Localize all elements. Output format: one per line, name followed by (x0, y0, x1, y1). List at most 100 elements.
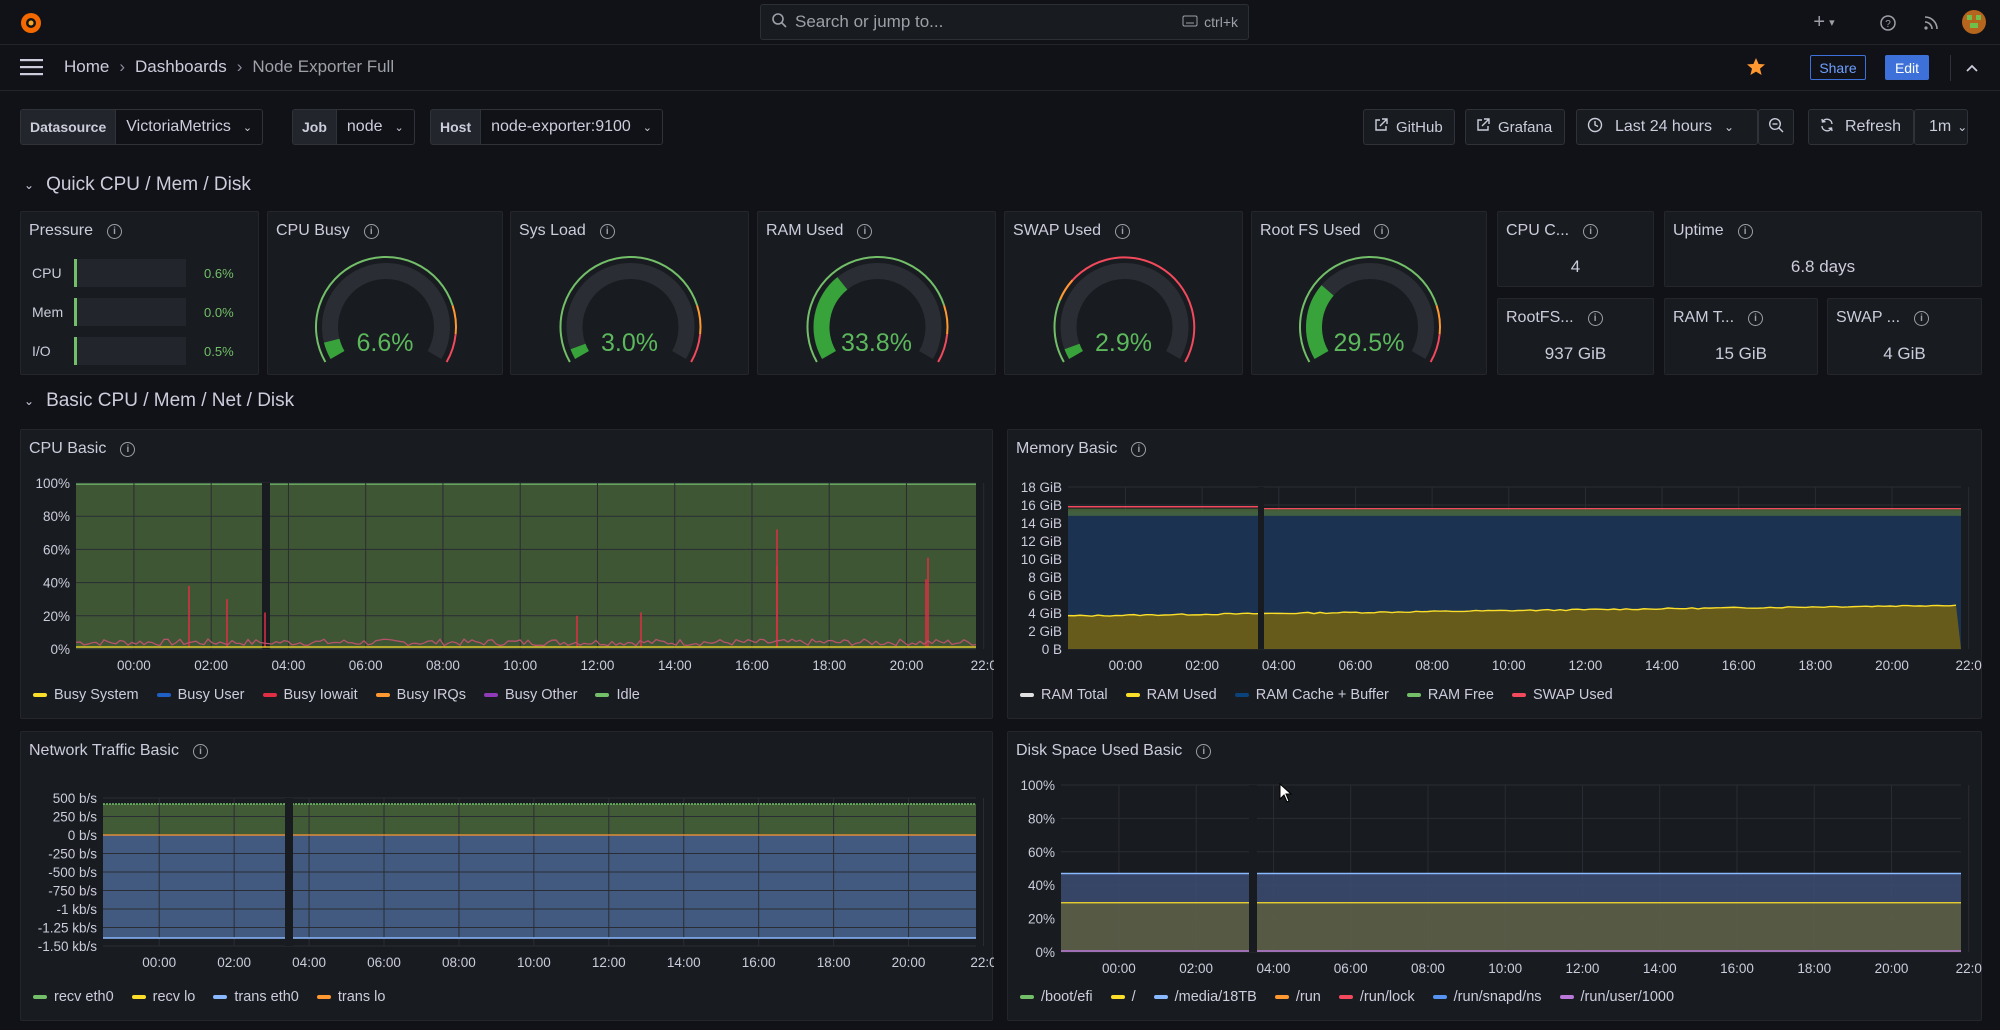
media-18tb-area (1061, 873, 1961, 903)
x-tick-label: 16:00 (1722, 658, 1756, 673)
info-icon[interactable]: i (1196, 743, 1212, 759)
y-tick-label: 500 b/s (53, 791, 98, 806)
search-input[interactable]: Search or jump to... ctrl+k (760, 4, 1249, 40)
refresh-interval-picker[interactable]: 1m ⌄ (1914, 109, 1968, 145)
legend-label: Busy IRQs (396, 687, 466, 703)
info-icon[interactable]: i (857, 223, 873, 239)
legend-item[interactable]: Busy IRQs (375, 687, 466, 703)
chart-legend: Busy System Busy User Busy Iowait Busy IRQs… (33, 687, 640, 703)
legend-item[interactable]: RAM Free (1406, 687, 1494, 703)
host-variable[interactable]: Host node-exporter:9100 ⌄ (430, 109, 663, 145)
divider (1950, 55, 1951, 81)
legend-item[interactable]: /boot/efi (1020, 989, 1093, 1005)
panel-title-text: Sys Load (519, 222, 586, 239)
legend-item[interactable]: /run (1274, 989, 1321, 1005)
datasource-variable[interactable]: Datasource VictoriaMetrics ⌄ (20, 109, 264, 145)
star-icon[interactable] (1746, 57, 1766, 77)
panel-title: RAM Used i (766, 222, 873, 240)
legend-item[interactable]: /media/18TB (1153, 989, 1257, 1005)
legend-item[interactable]: Busy Other (483, 687, 578, 703)
job-label: Job (292, 109, 337, 145)
refresh-button[interactable]: Refresh (1808, 109, 1914, 145)
y-tick-label: -1 kb/s (56, 902, 97, 917)
legend-item[interactable]: RAM Used (1125, 687, 1217, 703)
gauge (1299, 255, 1441, 363)
info-icon[interactable]: i (1914, 310, 1930, 326)
chevron-up-icon[interactable] (1962, 58, 1982, 78)
network-traffic-chart[interactable]: 500 b/s 250 b/s 0 b/s -250 b/s -500 b/s -750 … (21, 732, 994, 1022)
legend-item[interactable]: trans eth0 (213, 989, 299, 1005)
pressure-label: I/O (32, 343, 51, 359)
cpu-basic-chart[interactable]: 100% 80% 60% 40% 20% 0% 00:00 02:00 04:00 06:00 08… (21, 430, 994, 720)
y-tick-label: 100% (35, 476, 70, 491)
help-icon[interactable]: ? (1877, 12, 1899, 34)
legend-label: Busy Other (504, 687, 578, 703)
info-icon[interactable]: i (1748, 310, 1764, 326)
breadcrumb-dashboards[interactable]: Dashboards (135, 57, 227, 76)
github-link-button[interactable]: GitHub (1363, 109, 1455, 145)
disk-space-chart[interactable]: 100% 80% 60% 40% 20% 0% 00:00 02:00 04:00 06:00 08… (1008, 732, 1983, 1022)
legend-item[interactable]: Idle (595, 687, 640, 703)
shortcut-text: ctrl+k (1204, 14, 1238, 30)
news-feed-icon[interactable] (1920, 12, 1942, 34)
panel-title: RAM T... i (1673, 309, 1764, 327)
row-title: Quick CPU / Mem / Disk (46, 174, 251, 195)
info-icon[interactable]: i (599, 223, 615, 239)
panel-title-text: CPU Busy (276, 222, 350, 239)
memory-basic-chart[interactable]: 18 GiB 16 GiB 14 GiB 12 GiB 10 GiB 8 GiB 6 GiB… (1008, 430, 1983, 720)
avatar[interactable] (1962, 10, 1986, 34)
legend-item[interactable]: /run/lock (1338, 989, 1415, 1005)
host-select[interactable]: node-exporter:9100 ⌄ (481, 109, 663, 145)
job-variable[interactable]: Job node ⌄ (292, 109, 415, 145)
add-button[interactable]: + ▾ (1806, 10, 1842, 34)
breadcrumb-current: Node Exporter Full (252, 57, 395, 76)
legend-swatch (33, 995, 47, 999)
x-tick-label: 02:00 (1179, 961, 1213, 976)
gauge-value: 29.5% (1333, 329, 1405, 357)
legend-item[interactable]: / (1110, 989, 1136, 1005)
legend-item[interactable]: Busy User (156, 687, 245, 703)
breadcrumb-home[interactable]: Home (64, 57, 110, 76)
info-icon[interactable]: i (1583, 223, 1599, 239)
legend-item[interactable]: Busy Iowait (262, 687, 358, 703)
datasource-select[interactable]: VictoriaMetrics ⌄ (116, 109, 264, 145)
info-icon[interactable]: i (1115, 223, 1131, 239)
row-basic-header[interactable]: ⌄ Basic CPU / Mem / Net / Disk (24, 390, 294, 412)
legend-item[interactable]: SWAP Used (1511, 687, 1613, 703)
info-icon[interactable]: i (1374, 223, 1390, 239)
gauge (806, 255, 949, 363)
legend-item[interactable]: trans lo (316, 989, 385, 1005)
legend-item[interactable]: Busy System (33, 687, 139, 703)
info-icon[interactable]: i (1737, 223, 1753, 239)
legend-item[interactable]: RAM Cache + Buffer (1234, 687, 1389, 703)
grafana-link-button[interactable]: Grafana (1465, 109, 1565, 145)
edit-button[interactable]: Edit (1885, 55, 1929, 80)
legend-item[interactable]: recv eth0 (33, 989, 114, 1005)
share-button[interactable]: Share (1810, 55, 1866, 80)
network-traffic-basic-panel: Network Traffic Basic i 500 b/s 250 b/s 0 b… (20, 731, 994, 1022)
x-tick-label: 20:00 (890, 658, 924, 673)
info-icon[interactable]: i (120, 441, 136, 457)
gauge (559, 255, 702, 363)
legend-swatch (1020, 693, 1034, 697)
info-icon[interactable]: i (363, 223, 379, 239)
menu-icon[interactable] (20, 58, 44, 76)
top-bar (0, 0, 2000, 45)
pressure-label: Mem (32, 304, 64, 320)
zoom-out-button[interactable] (1758, 109, 1794, 145)
row-quick-header[interactable]: ⌄ Quick CPU / Mem / Disk (24, 174, 251, 196)
grafana-logo[interactable] (18, 10, 44, 36)
x-tick-label: 18:00 (1797, 961, 1831, 976)
legend-item[interactable]: RAM Total (1020, 687, 1108, 703)
info-icon[interactable]: i (192, 743, 208, 759)
info-icon[interactable]: i (1587, 310, 1603, 326)
info-icon[interactable]: i (107, 223, 123, 239)
legend-item[interactable]: /run/user/1000 (1559, 989, 1674, 1005)
panel-title: Uptime i (1673, 222, 1753, 240)
gauge-thresholds (806, 255, 949, 363)
time-range-picker[interactable]: Last 24 hours ⌄ (1576, 109, 1758, 145)
legend-item[interactable]: /run/snapd/ns (1432, 989, 1542, 1005)
job-select[interactable]: node ⌄ (336, 109, 415, 145)
info-icon[interactable]: i (1131, 441, 1147, 457)
legend-item[interactable]: recv lo (131, 989, 195, 1005)
